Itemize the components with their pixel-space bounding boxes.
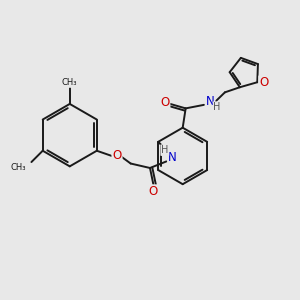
Text: O: O bbox=[259, 76, 268, 89]
Text: N: N bbox=[168, 151, 177, 164]
Text: O: O bbox=[160, 96, 170, 109]
Text: CH₃: CH₃ bbox=[62, 78, 77, 87]
Text: O: O bbox=[148, 185, 158, 198]
Text: CH₃: CH₃ bbox=[11, 163, 26, 172]
Text: N: N bbox=[206, 95, 214, 108]
Text: H: H bbox=[214, 102, 221, 112]
Text: O: O bbox=[112, 149, 122, 162]
Text: H: H bbox=[161, 145, 169, 155]
